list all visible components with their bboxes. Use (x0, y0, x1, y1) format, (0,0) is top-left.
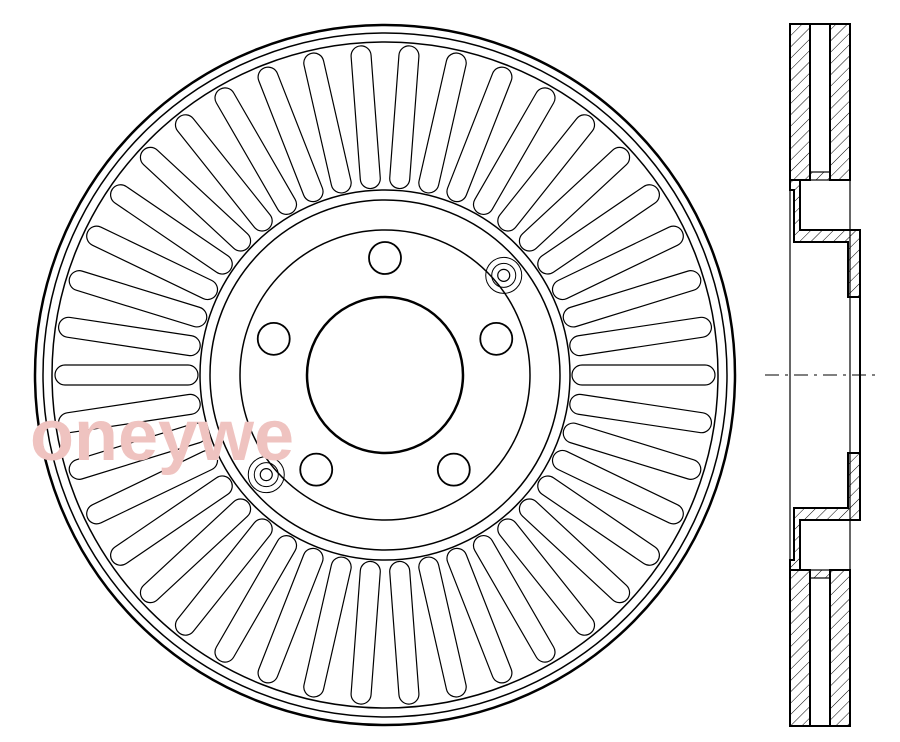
vane-slot (87, 226, 218, 299)
bolt-hole (438, 454, 470, 486)
plate-right (830, 24, 850, 180)
vane-slot (519, 147, 629, 251)
vane-slot (570, 394, 712, 432)
bolt-hole (300, 454, 332, 486)
vane-slot (59, 317, 201, 355)
vane-slot (419, 557, 466, 697)
vane-slot (519, 499, 629, 603)
vane-slot (563, 423, 701, 479)
technical-drawing (0, 0, 900, 742)
vane-slot (55, 365, 198, 385)
vane-slot (498, 115, 595, 231)
center-bore (307, 297, 463, 453)
vane-slot (498, 519, 595, 635)
vane-slot (474, 88, 555, 215)
plate-left (790, 24, 810, 180)
retainer-hole (260, 469, 272, 481)
vane-slot (87, 450, 218, 523)
vane-slot (351, 561, 380, 704)
vane-slot (304, 53, 351, 193)
vane-slot (258, 67, 323, 201)
vane-slot (175, 115, 272, 231)
vane-slot (552, 226, 683, 299)
vane-slot (351, 46, 380, 189)
vane-slot (390, 46, 419, 189)
vane-slot (258, 548, 323, 682)
vane-slot (390, 561, 419, 704)
retainer-hole (498, 269, 510, 281)
vane-slot (447, 67, 512, 201)
vane-slot (304, 557, 351, 697)
vane-slot (570, 317, 712, 355)
vane-slot (572, 365, 715, 385)
bolt-hole (258, 323, 290, 355)
vane-slot (215, 536, 296, 663)
vane-slot (474, 536, 555, 663)
vane-slot (175, 519, 272, 635)
vane-slot (69, 423, 207, 479)
bolt-hole (369, 242, 401, 274)
retainer-ring (254, 463, 278, 487)
vane-slot (447, 548, 512, 682)
bolt-hole (480, 323, 512, 355)
vane-slot (140, 499, 250, 603)
retainer-ring (492, 263, 516, 287)
vane-slot (59, 394, 201, 432)
vane-slot (552, 450, 683, 523)
disc-side-view (765, 24, 880, 726)
vane-slot (69, 271, 207, 327)
vane-slot (215, 88, 296, 215)
vane-slot (140, 147, 250, 251)
vane-slot (563, 271, 701, 327)
disc-front-view (35, 25, 735, 725)
vane-slot (419, 53, 466, 193)
